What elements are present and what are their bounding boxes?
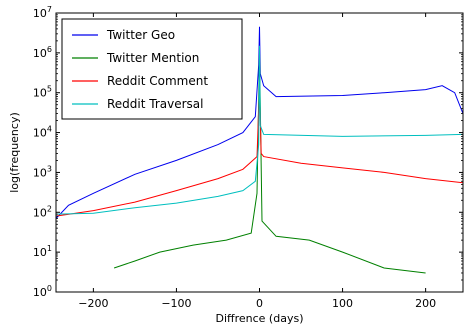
x-tick-label: −200 <box>78 297 108 310</box>
series-line-reddit-traversal <box>56 45 463 215</box>
y-tick-label: 102 <box>33 204 52 219</box>
x-tick-label: 100 <box>332 297 353 310</box>
x-axis-title: Diffrence (days) <box>216 312 304 325</box>
legend-label: Twitter Mention <box>106 51 199 65</box>
y-tick-label: 105 <box>33 85 52 100</box>
y-axis: 100 101 102 103 104 105 106 107 <box>33 5 463 299</box>
y-tick-label: 104 <box>33 125 52 140</box>
y-tick-label: 106 <box>33 45 52 60</box>
legend: Twitter Geo Twitter Mention Reddit Comment… <box>61 18 243 120</box>
y-axis-title: log(frequency) <box>8 112 21 193</box>
y-tick-label: 107 <box>33 5 52 20</box>
legend-label: Twitter Geo <box>106 28 175 42</box>
series-layer <box>56 26 463 274</box>
x-tick-label: 0 <box>256 297 263 310</box>
y-tick-label: 100 <box>33 284 52 299</box>
y-tick-label: 103 <box>33 164 52 179</box>
x-tick-label: −100 <box>161 297 191 310</box>
series-line-twitter-geo <box>56 26 463 219</box>
legend-label: Reddit Comment <box>107 74 208 88</box>
x-axis: −200 −100 0 100 200 <box>78 13 436 310</box>
legend-label: Reddit Traversal <box>107 97 203 111</box>
x-tick-label: 200 <box>415 297 436 310</box>
legend-box <box>61 18 243 120</box>
y-tick-label: 101 <box>33 244 52 259</box>
